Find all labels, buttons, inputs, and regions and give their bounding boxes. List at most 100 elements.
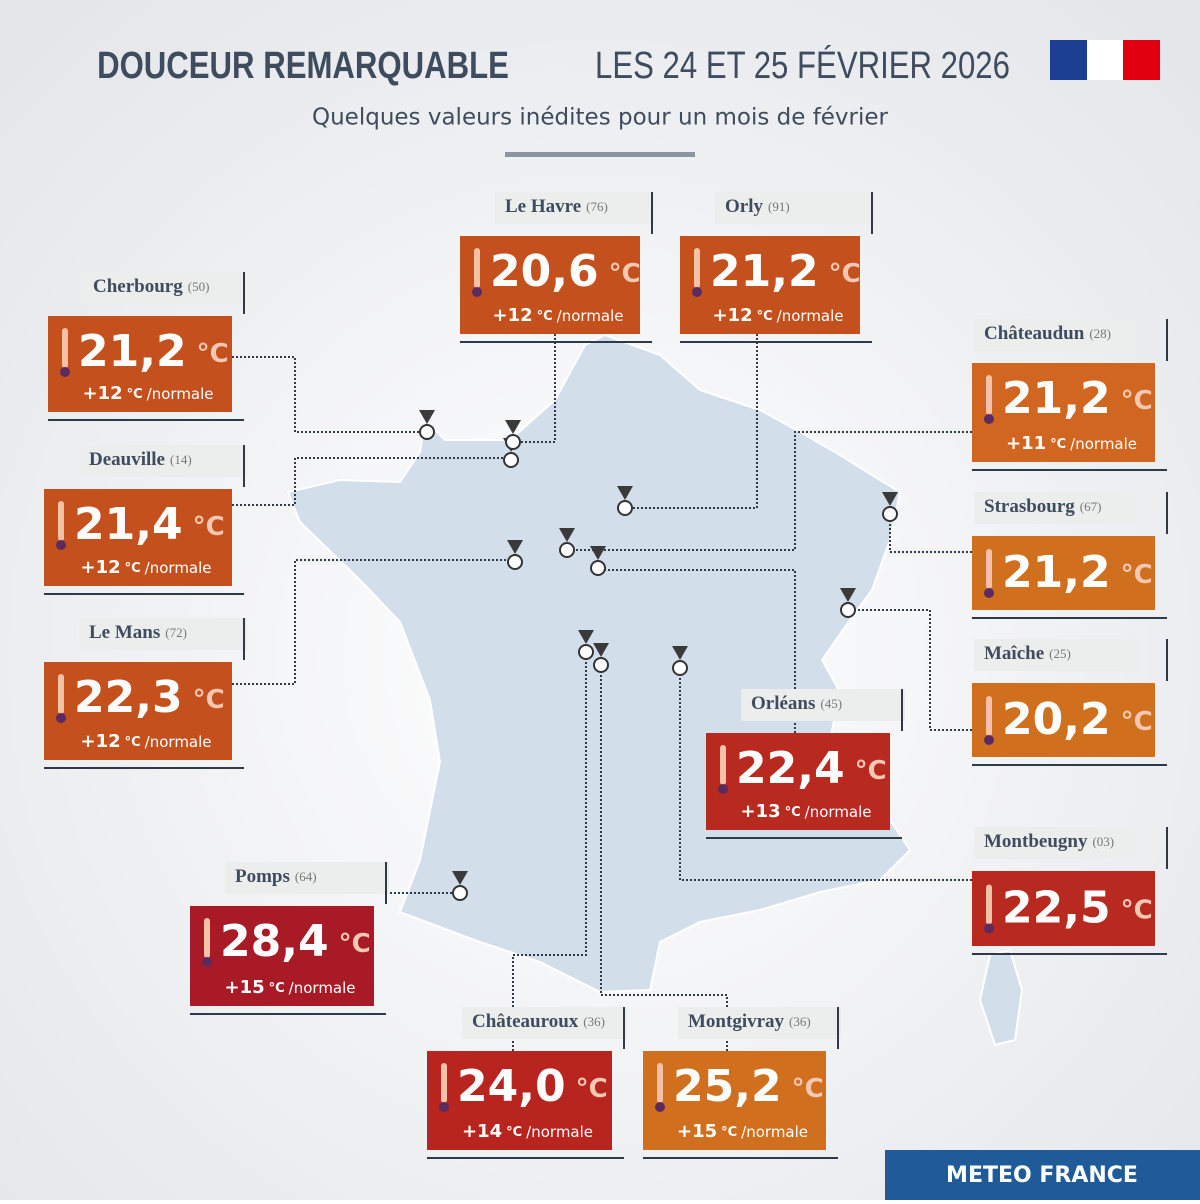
marker [578,644,594,660]
temp-value: 22,4 [736,743,845,794]
station-name: Le Havre [505,196,581,217]
temp-box [706,733,890,830]
thermometer-bulb [984,923,994,934]
station-dept: (03) [1092,834,1114,849]
thermometer [694,248,700,288]
thermometer-bulb [655,1102,665,1112]
marker-pin [617,486,633,500]
thermometer-bulb [718,784,728,794]
anomaly: +11 °C/normale [1006,433,1137,454]
divider [505,152,695,157]
station-label: Orly (91) [725,196,790,217]
anomaly-unit: °C [269,981,285,996]
connector [232,559,515,685]
anomaly-unit: °C [506,1125,522,1140]
thermometer-bulb [984,414,994,424]
label-bg [495,192,655,224]
station-name: Maîche [984,643,1044,664]
thermometer [986,884,992,925]
station-dept: (14) [170,452,192,467]
temp-value: 21,2 [78,326,187,377]
marker-pin [882,492,898,506]
footer-brand: METEO FRANCE [946,1163,1138,1188]
anomaly-unit: °C [757,309,773,324]
anomaly-suffix: /normale [145,733,212,751]
temp-unit: °C [1121,895,1153,925]
temp-unit: °C [1121,560,1153,590]
station-dept: (28) [1089,326,1111,341]
temp-box [44,662,232,760]
connector [567,431,972,551]
temp-box [460,236,640,334]
anomaly-suffix: /normale [1070,435,1137,453]
temp-value: 21,2 [710,246,819,297]
marker [840,602,856,618]
temp-value: 20,2 [1002,694,1111,745]
temp-value: 25,2 [673,1061,782,1112]
station-name: Châteauroux [472,1011,579,1032]
label-bg [79,618,247,650]
temp-box [190,906,374,1006]
thermometer [986,549,992,589]
temp-box [643,1051,826,1150]
marker-pin [559,528,575,542]
station-name: Châteaudun [984,323,1085,344]
anomaly-suffix: /normale [777,307,844,325]
station-label: Deauville (14) [89,449,192,470]
station-label: Le Mans (72) [89,622,187,643]
label-bg [678,1007,841,1039]
anomaly-value: +14 [462,1121,502,1142]
station-name: Montbeugny [984,831,1088,852]
marker [590,560,606,576]
temperature: 24,0 °C [457,1061,608,1112]
anomaly-value: +15 [677,1121,717,1142]
connector [232,356,427,433]
temp-box [427,1051,612,1150]
temp-value: 28,4 [220,916,329,967]
temperature: 20,6 °C [490,246,641,297]
anomaly-suffix: /normale [145,559,212,577]
temperature: 21,4 °C [74,499,225,550]
marker-pin [452,871,468,885]
marker [617,500,633,516]
label-bg [83,272,247,304]
connector [513,334,556,443]
label-bg [974,319,1137,351]
anomaly: +14 °C/normale [462,1121,593,1142]
title-bold: DOUCEUR REMARQUABLE [97,45,509,87]
connector [512,652,587,1051]
thermometer-bulb [692,287,702,297]
station-label: Pomps (64) [235,866,317,887]
label-bg [974,827,1137,859]
marker [505,434,521,450]
temperature: 21,2 °C [1002,547,1153,598]
marker [672,660,688,676]
temp-box [972,363,1155,462]
label-bg [974,639,1137,671]
anomaly: +13 °C/normale [740,801,871,822]
marker-pin [590,546,606,560]
station-name: Montgivray [688,1011,785,1032]
anomaly-value: +12 [492,305,532,326]
temp-box [972,536,1155,610]
temperature: 22,4 °C [736,743,887,794]
marker-pin [593,643,609,657]
marker [559,542,575,558]
station-label: Châteauroux (36) [472,1011,605,1032]
station-label: Strasbourg (67) [984,496,1101,517]
label-bg [974,492,1137,524]
connector [889,514,972,553]
anomaly-suffix: /normale [289,979,356,997]
temp-box [972,683,1155,757]
connector [232,457,511,506]
temp-box [972,871,1155,946]
anomaly-suffix: /normale [147,385,214,403]
anomaly-value: +12 [80,731,120,752]
temp-value: 21,2 [1002,547,1111,598]
temp-unit: °C [609,259,641,289]
anomaly-unit: °C [127,387,143,402]
anomaly-suffix: /normale [741,1123,808,1141]
temperature: 25,2 °C [673,1061,824,1112]
